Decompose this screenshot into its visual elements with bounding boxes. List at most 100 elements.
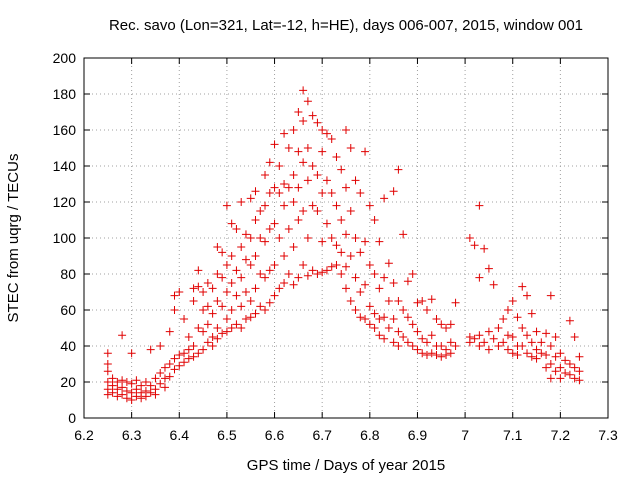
data-point [399, 333, 408, 341]
x-tick-label: 6.6 [265, 427, 285, 443]
data-point [122, 378, 131, 386]
data-point [346, 297, 355, 305]
data-point [284, 270, 293, 278]
data-point [275, 162, 284, 170]
data-point [499, 315, 508, 323]
data-point [265, 266, 274, 275]
data-point [518, 324, 527, 332]
data-point [103, 378, 112, 386]
data-point [375, 331, 384, 340]
data-point [365, 261, 374, 269]
y-tick-label: 0 [68, 410, 76, 426]
data-point [275, 284, 284, 293]
data-point [218, 248, 227, 257]
data-point [151, 374, 160, 383]
data-point [270, 291, 279, 300]
data-point [113, 392, 122, 401]
chart-title: Rec. savo (Lon=321, Lat=-12, h=HE), days… [109, 17, 583, 34]
data-point [542, 351, 551, 359]
data-point [465, 234, 474, 242]
data-point [303, 144, 312, 152]
data-point [299, 86, 308, 95]
data-point [318, 147, 327, 156]
data-point [356, 248, 365, 257]
data-point [318, 189, 327, 197]
data-point [232, 225, 241, 233]
data-point [475, 201, 484, 210]
data-point [322, 129, 331, 138]
data-point [565, 360, 574, 368]
data-point [156, 369, 165, 377]
data-point [175, 361, 184, 370]
data-point [232, 320, 241, 329]
data-point [508, 349, 517, 358]
data-point [313, 171, 322, 179]
y-tick-label: 40 [60, 338, 76, 354]
data-point [289, 171, 298, 179]
data-point [251, 216, 260, 224]
data-point [194, 266, 203, 275]
data-point [375, 284, 384, 293]
data-point [227, 306, 236, 314]
data-point [442, 324, 451, 332]
data-point [318, 126, 327, 134]
data-point [122, 394, 131, 403]
data-point [160, 363, 169, 372]
data-point [332, 261, 341, 269]
data-point [546, 374, 555, 383]
data-point [289, 198, 298, 206]
data-point [351, 234, 360, 242]
data-point [480, 338, 489, 347]
data-point [261, 237, 270, 246]
data-point [370, 216, 379, 224]
data-point [418, 334, 427, 343]
data-point [227, 279, 236, 287]
data-point [403, 277, 412, 286]
data-point [413, 327, 422, 336]
data-point [156, 379, 165, 388]
data-point [251, 252, 260, 260]
data-point [280, 252, 289, 260]
x-tick-label: 6.5 [217, 427, 237, 443]
data-point [103, 390, 112, 399]
data-point [370, 309, 379, 318]
data-point [361, 280, 370, 289]
data-point [394, 297, 403, 305]
data-point [361, 315, 370, 323]
data-point [346, 207, 355, 215]
data-point [437, 352, 446, 361]
data-point [127, 379, 136, 388]
data-point [189, 352, 198, 361]
data-point [532, 354, 541, 363]
data-point [508, 333, 517, 341]
data-point [380, 273, 389, 282]
data-point [165, 360, 174, 368]
x-tick-label: 6.7 [312, 427, 332, 443]
data-point [213, 324, 222, 332]
data-point [503, 345, 512, 354]
data-point [213, 243, 222, 251]
data-point [265, 225, 274, 233]
x-tick-label: 6.3 [122, 427, 142, 443]
data-point [275, 189, 284, 197]
data-point [413, 345, 422, 354]
data-point [527, 352, 536, 361]
data-point [294, 273, 303, 282]
data-point [184, 345, 193, 354]
data-point [303, 176, 312, 185]
data-point [342, 230, 350, 239]
data-point [513, 351, 522, 359]
data-point [127, 349, 136, 358]
data-point [389, 279, 398, 287]
data-point [308, 111, 317, 120]
data-point [308, 162, 317, 170]
data-point [246, 194, 255, 203]
data-point [132, 392, 141, 401]
data-point [561, 356, 570, 365]
data-point [160, 383, 169, 392]
data-point [270, 219, 279, 228]
data-point [251, 284, 260, 293]
data-point [194, 324, 203, 332]
data-point [451, 298, 460, 307]
data-point [356, 189, 365, 197]
